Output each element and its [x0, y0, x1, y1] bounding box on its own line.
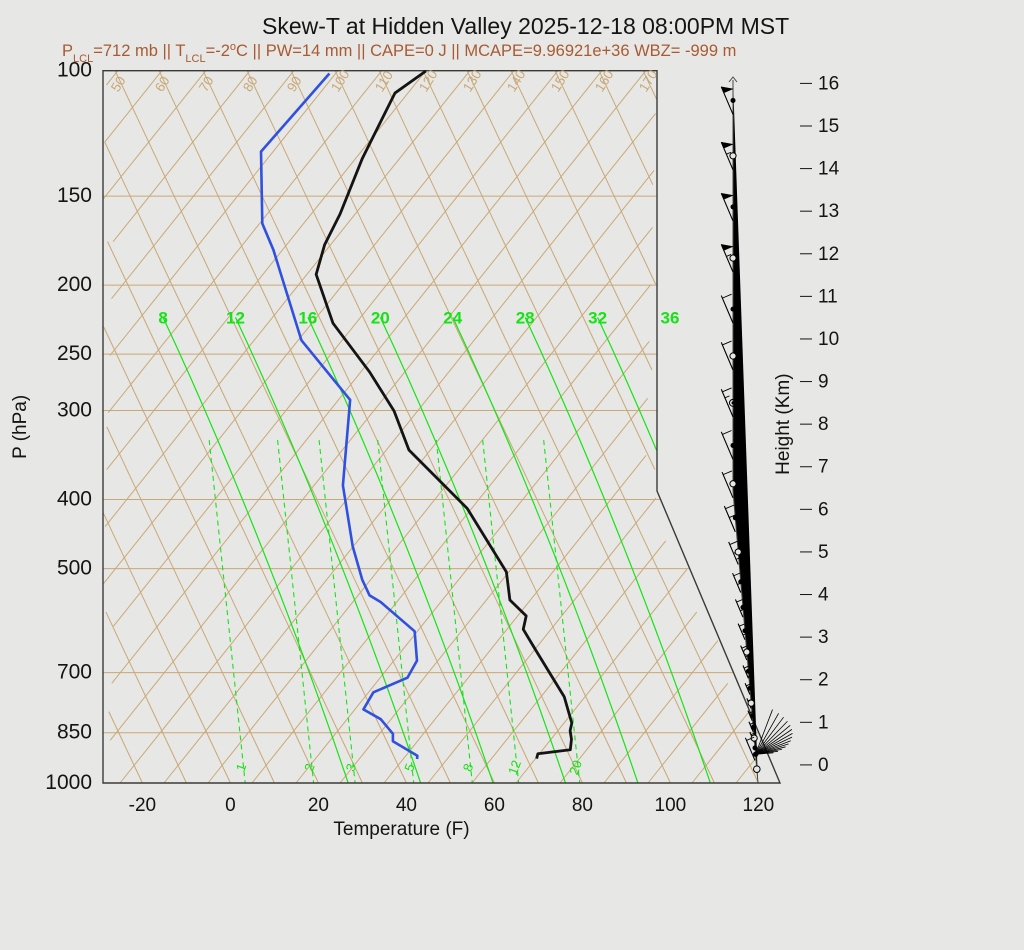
svg-text:40: 40	[396, 795, 417, 816]
svg-text:8: 8	[158, 308, 167, 327]
svg-text:36: 36	[661, 308, 680, 327]
svg-text:0: 0	[225, 795, 236, 816]
svg-text:20: 20	[371, 308, 390, 327]
svg-text:11: 11	[818, 286, 838, 307]
svg-text:9: 9	[818, 372, 829, 393]
svg-text:14: 14	[818, 159, 840, 180]
svg-text:16: 16	[818, 73, 839, 94]
svg-text:60: 60	[484, 795, 505, 816]
svg-text:1: 1	[818, 712, 829, 733]
svg-text:P (hPa): P (hPa)	[10, 395, 31, 459]
svg-text:32: 32	[588, 308, 607, 327]
svg-text:24: 24	[443, 308, 462, 327]
svg-text:3: 3	[818, 627, 829, 648]
svg-text:250: 250	[57, 342, 92, 365]
svg-text:100: 100	[655, 795, 687, 816]
svg-text:2: 2	[818, 670, 829, 691]
svg-text:15: 15	[818, 116, 839, 137]
svg-text:12: 12	[226, 308, 245, 327]
svg-text:200: 200	[57, 273, 92, 296]
svg-text:28: 28	[516, 308, 535, 327]
svg-text:13: 13	[818, 201, 839, 222]
svg-text:0: 0	[818, 755, 829, 776]
svg-text:16: 16	[298, 308, 317, 327]
svg-text:7: 7	[818, 457, 829, 478]
svg-text:Height (Km): Height (Km)	[773, 373, 794, 474]
svg-text:6: 6	[818, 499, 829, 520]
svg-text:-20: -20	[129, 795, 156, 816]
svg-text:850: 850	[57, 721, 92, 744]
svg-text:500: 500	[57, 557, 92, 580]
svg-text:400: 400	[57, 488, 92, 511]
svg-text:150: 150	[57, 184, 92, 207]
svg-text:Skew-T at Hidden Valley 2025-1: Skew-T at Hidden Valley 2025-12-18 08:00…	[262, 13, 789, 39]
svg-text:12: 12	[818, 244, 839, 265]
svg-text:120: 120	[743, 795, 775, 816]
svg-text:4: 4	[818, 585, 829, 606]
svg-text:8: 8	[818, 414, 829, 435]
svg-text:5: 5	[818, 542, 829, 563]
svg-text:20: 20	[308, 795, 329, 816]
svg-text:300: 300	[57, 399, 92, 422]
svg-text:Temperature (F): Temperature (F)	[333, 819, 469, 840]
svg-text:700: 700	[57, 661, 92, 684]
svg-text:80: 80	[572, 795, 593, 816]
svg-text:10: 10	[818, 329, 839, 350]
svg-text:1000: 1000	[45, 771, 92, 794]
